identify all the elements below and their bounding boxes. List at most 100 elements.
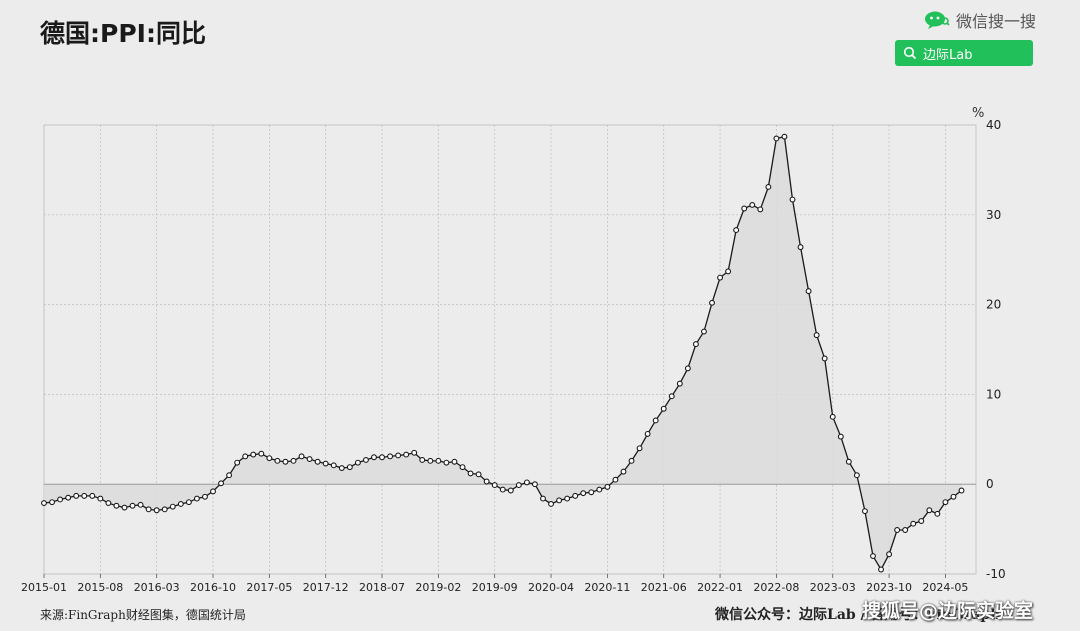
y-tick-label: 40 bbox=[986, 118, 1001, 132]
data-point bbox=[934, 510, 941, 517]
data-point bbox=[701, 328, 707, 335]
data-point bbox=[282, 458, 289, 465]
data-point bbox=[789, 196, 796, 203]
data-point bbox=[604, 483, 611, 490]
data-point bbox=[113, 502, 120, 509]
data-point bbox=[845, 458, 852, 465]
data-point bbox=[89, 492, 96, 499]
data-point bbox=[572, 492, 579, 499]
data-point bbox=[242, 453, 249, 460]
source-note: 来源:FinGraph财经图集，德国统计局 bbox=[40, 608, 246, 622]
data-point bbox=[636, 445, 643, 452]
data-point bbox=[314, 458, 321, 465]
data-point bbox=[660, 405, 667, 412]
data-point bbox=[668, 393, 675, 400]
data-point bbox=[49, 499, 55, 506]
data-point bbox=[765, 184, 772, 190]
search-icon bbox=[903, 46, 917, 60]
data-point bbox=[556, 497, 563, 504]
x-tick-label: 2018-07 bbox=[359, 581, 405, 594]
data-point bbox=[507, 487, 514, 494]
data-point bbox=[427, 457, 434, 464]
data-point bbox=[499, 486, 506, 493]
data-point bbox=[81, 492, 88, 499]
data-point bbox=[676, 380, 683, 387]
data-point bbox=[861, 508, 868, 515]
data-point bbox=[483, 478, 490, 485]
data-point bbox=[362, 457, 369, 463]
data-point bbox=[717, 274, 724, 281]
ppi-line-chart: -10 0 10 20 30 40% 2015-01 2015-08 2016-03 2016-1… bbox=[21, 106, 1006, 594]
data-point bbox=[202, 493, 208, 500]
sohu-watermark: 搜狐号@边际实验室 bbox=[862, 600, 1034, 622]
data-point bbox=[41, 500, 47, 507]
data-point bbox=[829, 413, 836, 420]
data-point bbox=[193, 495, 200, 502]
data-point bbox=[218, 480, 225, 487]
x-tick-label: 2021-06 bbox=[641, 581, 687, 594]
data-point bbox=[177, 501, 184, 507]
data-point bbox=[902, 527, 909, 533]
data-point bbox=[379, 454, 385, 461]
data-point bbox=[290, 457, 297, 464]
data-point bbox=[395, 452, 402, 459]
data-point bbox=[411, 449, 418, 456]
data-point bbox=[210, 488, 216, 495]
search-button-label: 边际Lab bbox=[923, 47, 973, 63]
wechat-account-note: 微信公众号：边际Lab / 备用号：FinGraph bbox=[715, 607, 1001, 623]
data-point bbox=[145, 506, 152, 513]
data-point bbox=[620, 468, 627, 475]
data-point bbox=[306, 456, 313, 463]
data-point bbox=[564, 495, 571, 502]
data-point bbox=[540, 495, 546, 502]
data-point bbox=[531, 481, 538, 488]
data-point bbox=[950, 493, 957, 500]
data-point bbox=[161, 506, 168, 513]
data-point bbox=[684, 365, 691, 372]
data-point bbox=[459, 464, 466, 471]
x-tick-label: 2022-01 bbox=[697, 581, 743, 594]
data-point bbox=[129, 502, 136, 509]
data-point bbox=[387, 453, 394, 460]
y-tick-label: 10 bbox=[986, 387, 1001, 401]
data-point bbox=[910, 520, 917, 527]
x-tick-label: 2019-09 bbox=[472, 581, 518, 594]
data-point bbox=[757, 206, 764, 213]
data-point bbox=[185, 499, 192, 506]
x-tick-label: 2020-11 bbox=[584, 581, 630, 594]
data-point bbox=[878, 566, 884, 573]
x-tick-label: 2019-02 bbox=[415, 581, 461, 594]
data-point bbox=[467, 470, 474, 477]
data-point bbox=[250, 451, 257, 458]
data-point bbox=[870, 553, 876, 559]
x-tick-label: 2017-12 bbox=[303, 581, 349, 594]
x-tick-label: 2016-03 bbox=[134, 581, 180, 594]
data-point bbox=[169, 503, 176, 510]
data-point bbox=[837, 433, 844, 440]
data-point bbox=[805, 288, 812, 295]
x-tick-label: 2023-10 bbox=[866, 581, 912, 594]
data-point bbox=[419, 457, 426, 463]
data-point bbox=[781, 133, 788, 140]
data-point bbox=[628, 457, 635, 464]
search-button[interactable]: 边际Lab bbox=[895, 40, 1033, 66]
data-point bbox=[733, 227, 740, 234]
data-point bbox=[403, 451, 410, 458]
page-title: 德国:PPI:同比 bbox=[40, 19, 206, 48]
data-point bbox=[652, 417, 659, 424]
data-point bbox=[725, 268, 732, 275]
data-point bbox=[749, 201, 756, 208]
data-point bbox=[942, 499, 949, 506]
data-point bbox=[121, 504, 128, 511]
data-point bbox=[234, 459, 241, 466]
data-point bbox=[346, 464, 353, 471]
x-tick-label: 2016-10 bbox=[190, 581, 236, 594]
data-point bbox=[330, 462, 337, 469]
x-tick-label: 2022-08 bbox=[753, 581, 799, 594]
data-point bbox=[443, 459, 450, 466]
data-point bbox=[298, 453, 305, 460]
data-point bbox=[258, 450, 265, 457]
x-tick-label: 2020-04 bbox=[528, 581, 574, 594]
data-point bbox=[813, 332, 820, 339]
x-tick-label: 2024-05 bbox=[922, 581, 968, 594]
